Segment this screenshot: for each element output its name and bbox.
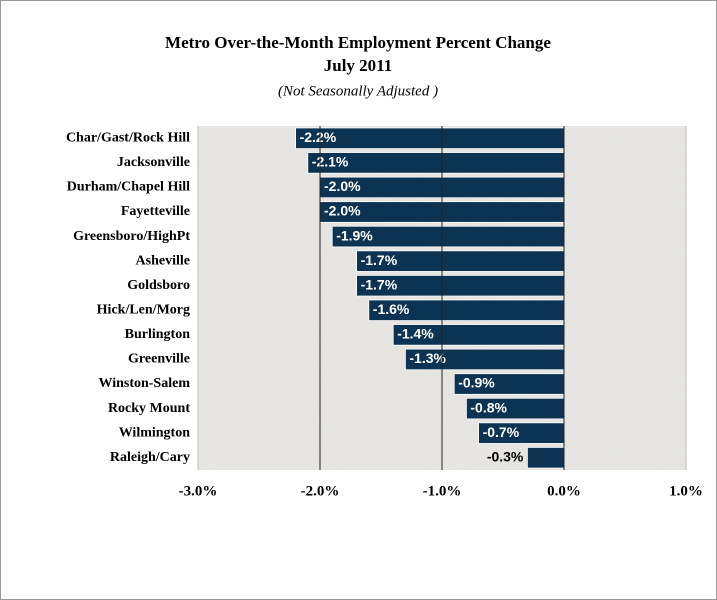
category-label: Asheville bbox=[136, 253, 190, 268]
category-label: Rocky Mount bbox=[108, 401, 190, 416]
x-tick-label: 0.0% bbox=[547, 483, 581, 499]
chart-note: (Not Seasonally Adjusted ) bbox=[278, 83, 438, 99]
category-label: Greenville bbox=[128, 352, 190, 367]
category-label: Char/Gast/Rock Hill bbox=[66, 131, 190, 146]
category-label: Goldsboro bbox=[127, 278, 190, 293]
x-tick-label: -2.0% bbox=[301, 483, 340, 499]
x-tick-label: -3.0% bbox=[179, 483, 218, 499]
value-label: -1.7% bbox=[361, 276, 398, 292]
value-label: -1.4% bbox=[397, 326, 434, 342]
value-label: -0.9% bbox=[458, 375, 495, 391]
value-label: -1.3% bbox=[409, 350, 446, 366]
value-label: -1.6% bbox=[373, 301, 410, 317]
category-label: Wilmington bbox=[119, 425, 191, 440]
category-label: Durham/Chapel Hill bbox=[67, 180, 190, 195]
category-label: Winston-Salem bbox=[98, 376, 190, 391]
x-tick-label: -1.0% bbox=[423, 483, 462, 499]
category-label: Jacksonville bbox=[117, 155, 190, 170]
category-label: Greensboro/HighPt bbox=[73, 229, 190, 244]
category-label: Fayetteville bbox=[121, 204, 190, 219]
value-label: -2.0% bbox=[324, 203, 361, 219]
value-label: -1.7% bbox=[361, 252, 398, 268]
value-label: -1.9% bbox=[336, 227, 373, 243]
value-label: -0.8% bbox=[470, 399, 507, 415]
value-label: -0.7% bbox=[483, 424, 520, 440]
value-label: -2.2% bbox=[300, 129, 337, 145]
x-tick-label: 1.0% bbox=[669, 483, 703, 499]
bar bbox=[527, 446, 565, 469]
category-label: Burlington bbox=[125, 327, 191, 342]
chart-subtitle: July 2011 bbox=[324, 56, 393, 75]
category-label: Hick/Len/Morg bbox=[97, 303, 190, 318]
value-label: -0.3% bbox=[487, 448, 524, 464]
value-label: -2.1% bbox=[312, 154, 349, 170]
chart-title: Metro Over-the-Month Employment Percent … bbox=[165, 33, 551, 52]
value-label: -2.0% bbox=[324, 178, 361, 194]
category-label: Raleigh/Cary bbox=[110, 450, 190, 465]
